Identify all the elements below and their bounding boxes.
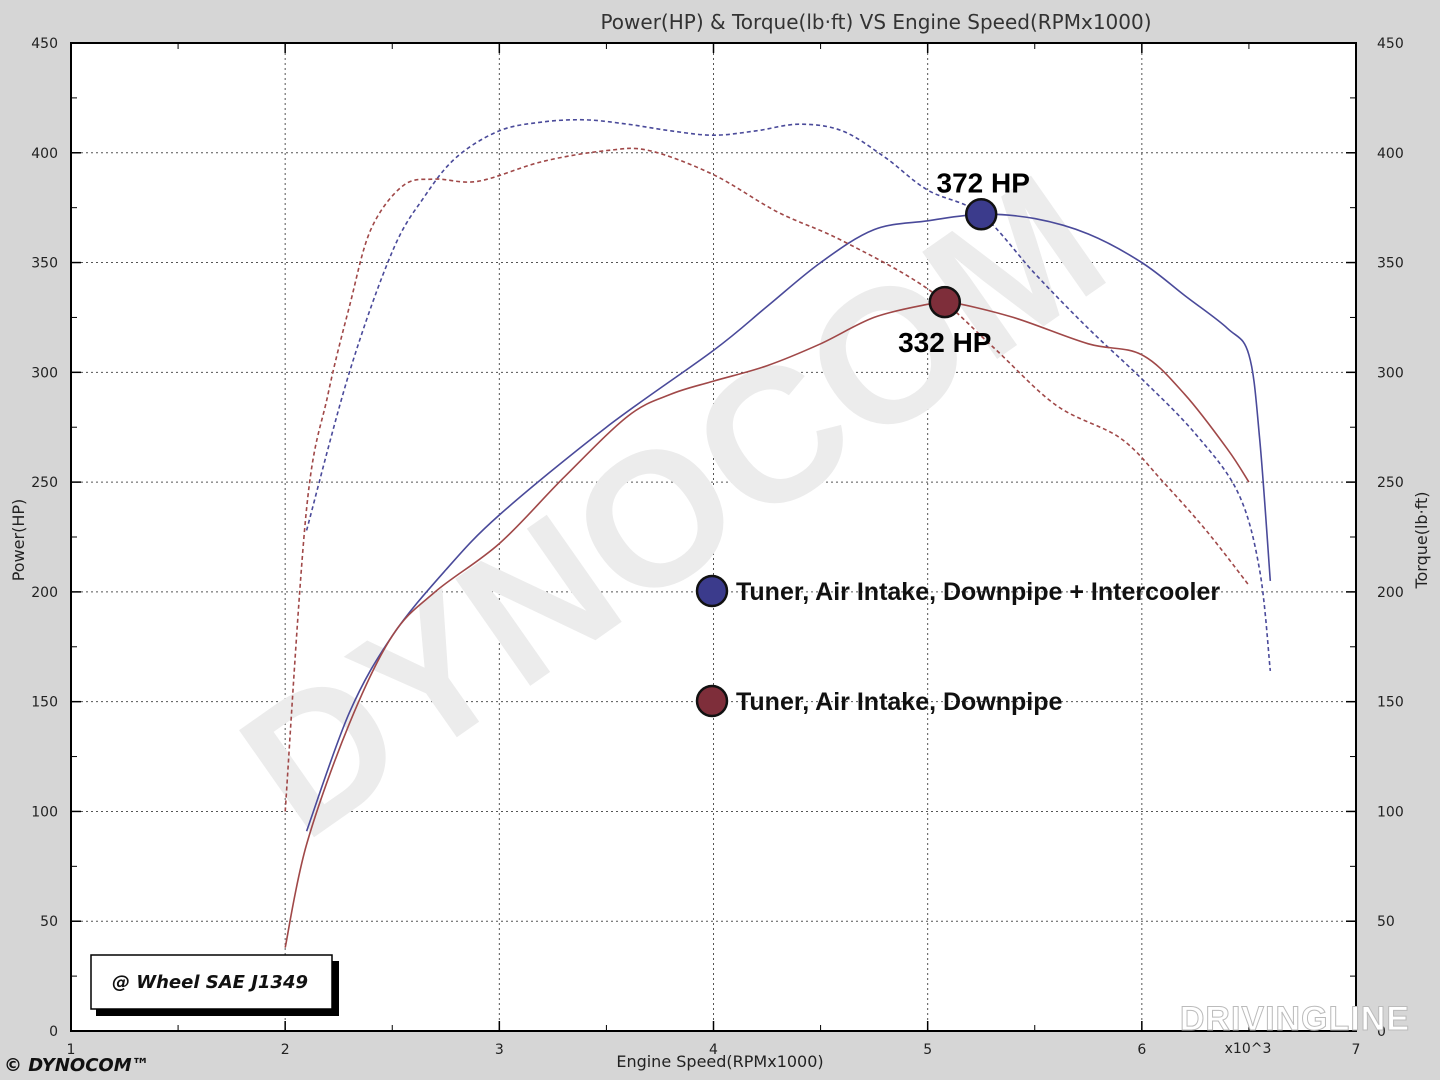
x-tick-label: 2 xyxy=(281,1042,290,1058)
y-tick-label-left: 350 xyxy=(31,256,58,272)
legend: Tuner, Air Intake, Downpipe + Intercoole… xyxy=(695,574,1220,718)
series-line-torque-dashed xyxy=(305,118,1272,671)
y-tick-label-left: 200 xyxy=(31,585,58,601)
x-tick-label: 6 xyxy=(1137,1042,1146,1058)
legend-marker xyxy=(695,684,729,718)
y-tick-label-left: 150 xyxy=(31,695,58,711)
dynocom-logo: © DYNOCOM™ xyxy=(4,1055,150,1076)
legend-marker xyxy=(695,574,729,608)
y-tick-label-left: 50 xyxy=(40,914,58,930)
y-tick-label-left: 100 xyxy=(31,804,58,820)
y-tick-label-left: 0 xyxy=(49,1024,58,1040)
plot-area xyxy=(70,42,1357,1032)
y-tick-label-right: 350 xyxy=(1377,256,1404,272)
y-tick-label-right: 0 xyxy=(1377,1024,1386,1040)
y-tick-label-right: 250 xyxy=(1377,475,1404,491)
y-tick-label-right: 300 xyxy=(1377,365,1404,381)
y-tick-label-left: 400 xyxy=(31,146,58,162)
y-tick-label-right: 450 xyxy=(1377,36,1404,52)
x-tick-label: 7 xyxy=(1352,1042,1361,1058)
sae-badge-text: @ Wheel SAE J1349 xyxy=(112,972,308,993)
legend-label: Tuner, Air Intake, Downpipe xyxy=(736,688,1063,716)
y-tick-label-left: 450 xyxy=(31,36,58,52)
x-tick-label: 1 xyxy=(67,1042,76,1058)
series-layer xyxy=(284,118,1272,948)
y-tick-label-left: 250 xyxy=(31,475,58,491)
x-axis-label: Engine Speed(RPMx1000) xyxy=(616,1052,823,1071)
series-line-power xyxy=(305,213,1272,832)
peak-marker xyxy=(928,285,962,319)
peak-label: 372 HP xyxy=(937,167,1030,198)
y-tick-label-right: 200 xyxy=(1377,585,1404,601)
y-tick-label-right: 100 xyxy=(1377,804,1404,820)
x-tick-label: 5 xyxy=(923,1042,932,1058)
series-line-torque-dashed xyxy=(284,147,1250,812)
y-tick-label-right: 50 xyxy=(1377,914,1395,930)
y-axis-label-right: Torque(lb·ft) xyxy=(1412,491,1431,589)
x-tick-label: 3 xyxy=(495,1042,504,1058)
y-tick-label-right: 150 xyxy=(1377,695,1404,711)
series-line-power xyxy=(284,300,1250,948)
x-tick-label: 4 xyxy=(709,1042,718,1058)
peak-markers: 372 HP 332 HP xyxy=(898,167,1030,358)
y-axis-label-left: Power(HP) xyxy=(9,499,28,582)
sae-badge: @ Wheel SAE J1349 xyxy=(90,954,339,1016)
y-tick-label-right: 400 xyxy=(1377,146,1404,162)
axis-ticks xyxy=(70,42,1357,1032)
legend-label: Tuner, Air Intake, Downpipe + Intercoole… xyxy=(736,578,1220,606)
drivingline-watermark: DRIVINGLINE xyxy=(1180,1000,1410,1038)
x-multiplier-label: x10^3 xyxy=(1225,1041,1272,1057)
chart-title: Power(HP) & Torque(lb·ft) VS Engine Spee… xyxy=(600,10,1151,34)
peak-label: 332 HP xyxy=(898,327,991,358)
peak-marker xyxy=(964,198,998,231)
y-tick-label-left: 300 xyxy=(31,365,58,381)
